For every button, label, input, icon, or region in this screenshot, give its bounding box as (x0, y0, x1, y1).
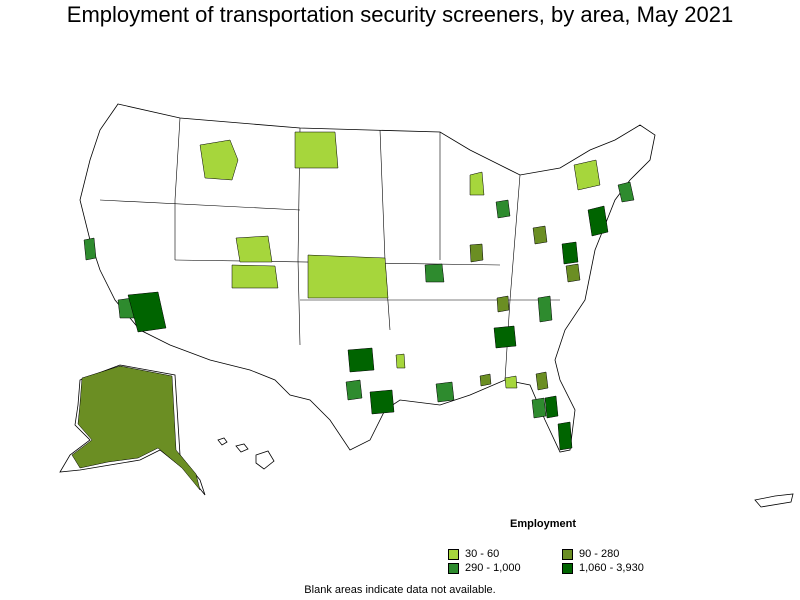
footnote: Blank areas indicate data not available. (304, 584, 496, 596)
legend-swatch (562, 548, 573, 560)
legend-item-90-280: 90 - 280 (562, 548, 619, 560)
area-tennessee-metro (496, 295, 510, 313)
area-virginia-metro (565, 263, 581, 283)
area-new-york-nonmetro (573, 159, 601, 191)
area-miami (557, 421, 573, 451)
area-wisconsin-metro (495, 199, 511, 219)
area-ohio-metro (532, 225, 548, 245)
area-new-york-metro (587, 205, 609, 237)
legend-swatch (448, 548, 459, 560)
area-indiana-metro (469, 243, 484, 263)
puerto-rico (754, 493, 794, 508)
area-north-dakota-nonmetro (294, 131, 339, 169)
hawaii-island-1 (217, 437, 228, 446)
area-massachusetts-metro (617, 181, 635, 203)
hawaii-island-2 (235, 443, 249, 453)
legend-item-1060-3930: 1,060 - 3,930 (562, 562, 644, 574)
legend-label: 90 - 280 (579, 548, 620, 560)
area-california-coast (83, 237, 97, 261)
area-los-angeles (127, 291, 167, 333)
area-georgia-small (504, 375, 518, 389)
area-missouri-metro (424, 263, 445, 283)
map-title: Employment of transportation security sc… (66, 2, 734, 27)
hawaii-island-3 (255, 450, 275, 470)
legend-label: 30 - 60 (465, 548, 500, 560)
state-lines (99, 117, 560, 381)
area-dallas (347, 347, 375, 373)
legend-swatch (562, 562, 573, 574)
area-colorado-nonmetro (235, 235, 273, 263)
legend-label: 290 - 1,000 (465, 562, 521, 574)
area-washington-dc (561, 241, 579, 265)
legend-item-290-1000: 290 - 1,000 (448, 562, 521, 574)
area-carolina-metro (537, 295, 553, 323)
legend-label: 1,060 - 3,930 (579, 562, 644, 574)
legend-swatch (448, 562, 459, 574)
area-orlando (544, 395, 559, 419)
area-alabama-metro (479, 373, 492, 387)
area-louisiana-metro (435, 381, 455, 403)
area-montana-nonmetro (199, 139, 239, 181)
area-houston (369, 389, 395, 415)
area-florida-north (535, 371, 549, 391)
legend-title: Employment (510, 518, 577, 530)
area-kansas-nonmetro (307, 254, 389, 299)
area-florida-tampa (531, 397, 547, 419)
area-michigan-nonmetro (469, 171, 485, 196)
area-alaska (71, 365, 201, 491)
area-texas-metro (345, 379, 363, 401)
area-atlanta (493, 325, 517, 349)
colored-areas (71, 131, 635, 491)
area-louisiana-small (395, 353, 406, 369)
area-colorado-nonmetro-2 (231, 264, 279, 289)
legend-item-30-60: 30 - 60 (448, 548, 499, 560)
